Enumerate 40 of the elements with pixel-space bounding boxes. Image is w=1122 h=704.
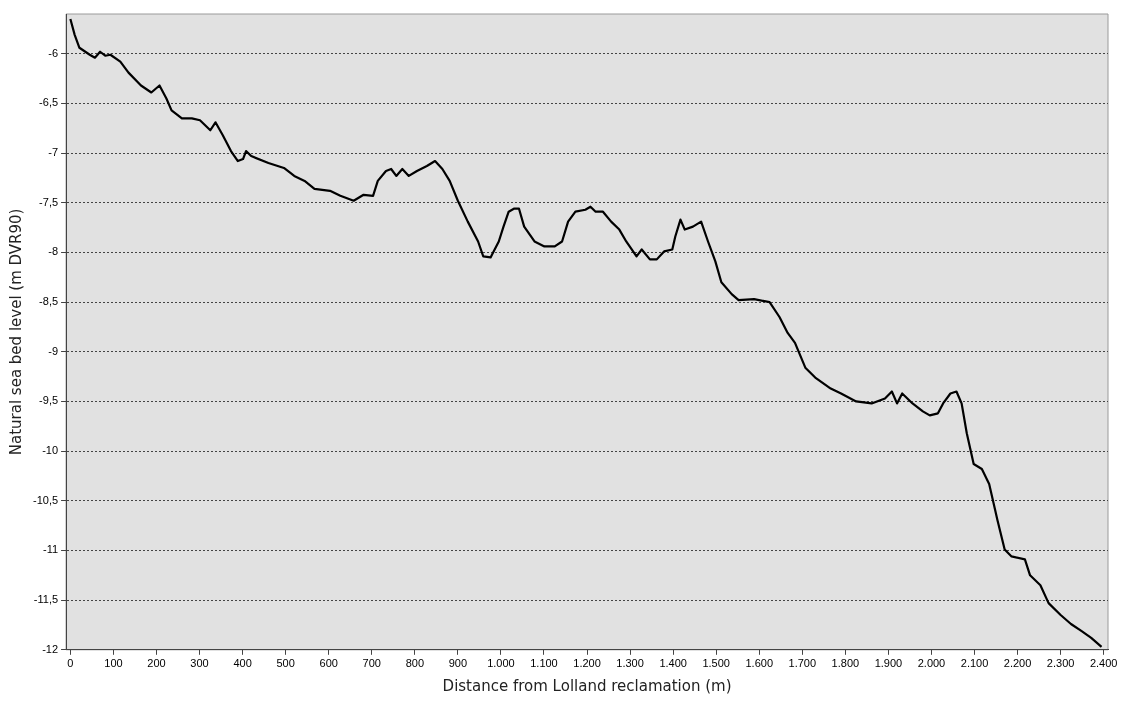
x-tick-label: 1.000 bbox=[487, 657, 515, 670]
x-tick-label: 700 bbox=[362, 657, 381, 670]
y-tick-label: -9,5 bbox=[39, 394, 59, 407]
y-tick-label: -10,5 bbox=[32, 493, 59, 506]
x-tick-label: 0 bbox=[67, 657, 74, 670]
x-tick-label: 1.900 bbox=[874, 657, 903, 670]
y-tick-label: -7,5 bbox=[39, 195, 59, 208]
x-tick-label: 2.300 bbox=[1046, 657, 1075, 670]
x-tick-label: 100 bbox=[104, 657, 123, 670]
x-tick-label: 600 bbox=[319, 657, 338, 670]
x-tick-label: 1.200 bbox=[573, 657, 601, 670]
y-tick-label: -6,5 bbox=[39, 96, 59, 109]
y-tick-label: -10 bbox=[42, 444, 59, 457]
x-tick-label: 2.000 bbox=[917, 657, 946, 670]
y-tick-label: -7 bbox=[48, 146, 59, 159]
y-tick-label: -11 bbox=[42, 543, 59, 556]
x-tick-label: 1.300 bbox=[616, 657, 644, 670]
y-tick-label: -8 bbox=[48, 245, 59, 258]
x-tick-label: 1.800 bbox=[831, 657, 860, 670]
y-axis-title: Natural sea bed level (m DVR90) bbox=[6, 208, 25, 456]
y-tick-label: -8,5 bbox=[39, 295, 59, 308]
x-tick-label: 1.700 bbox=[788, 657, 817, 670]
x-tick-label: 1.100 bbox=[530, 657, 558, 670]
x-tick-label: 800 bbox=[405, 657, 424, 670]
y-tick-label: -12 bbox=[42, 642, 59, 655]
x-tick-label: 500 bbox=[276, 657, 295, 670]
x-tick-label: 2.100 bbox=[960, 657, 989, 670]
y-tick-label: -9 bbox=[48, 344, 59, 357]
x-tick-label: 200 bbox=[147, 657, 166, 670]
y-tick-label: -11,5 bbox=[33, 593, 59, 606]
x-tick-label: 300 bbox=[190, 657, 209, 670]
x-tick-label: 400 bbox=[233, 657, 252, 670]
x-tick-label: 2.400 bbox=[1089, 657, 1118, 670]
x-tick-label: 1.600 bbox=[745, 657, 774, 670]
x-tick-label: 1.400 bbox=[659, 657, 687, 670]
x-tick-label: 900 bbox=[448, 657, 468, 670]
x-axis-title: Distance from Lolland reclamation (m) bbox=[442, 676, 732, 695]
y-tick-label: -6 bbox=[48, 46, 59, 59]
x-tick-label: 2.200 bbox=[1003, 657, 1032, 670]
x-tick-label: 1.500 bbox=[702, 657, 730, 670]
